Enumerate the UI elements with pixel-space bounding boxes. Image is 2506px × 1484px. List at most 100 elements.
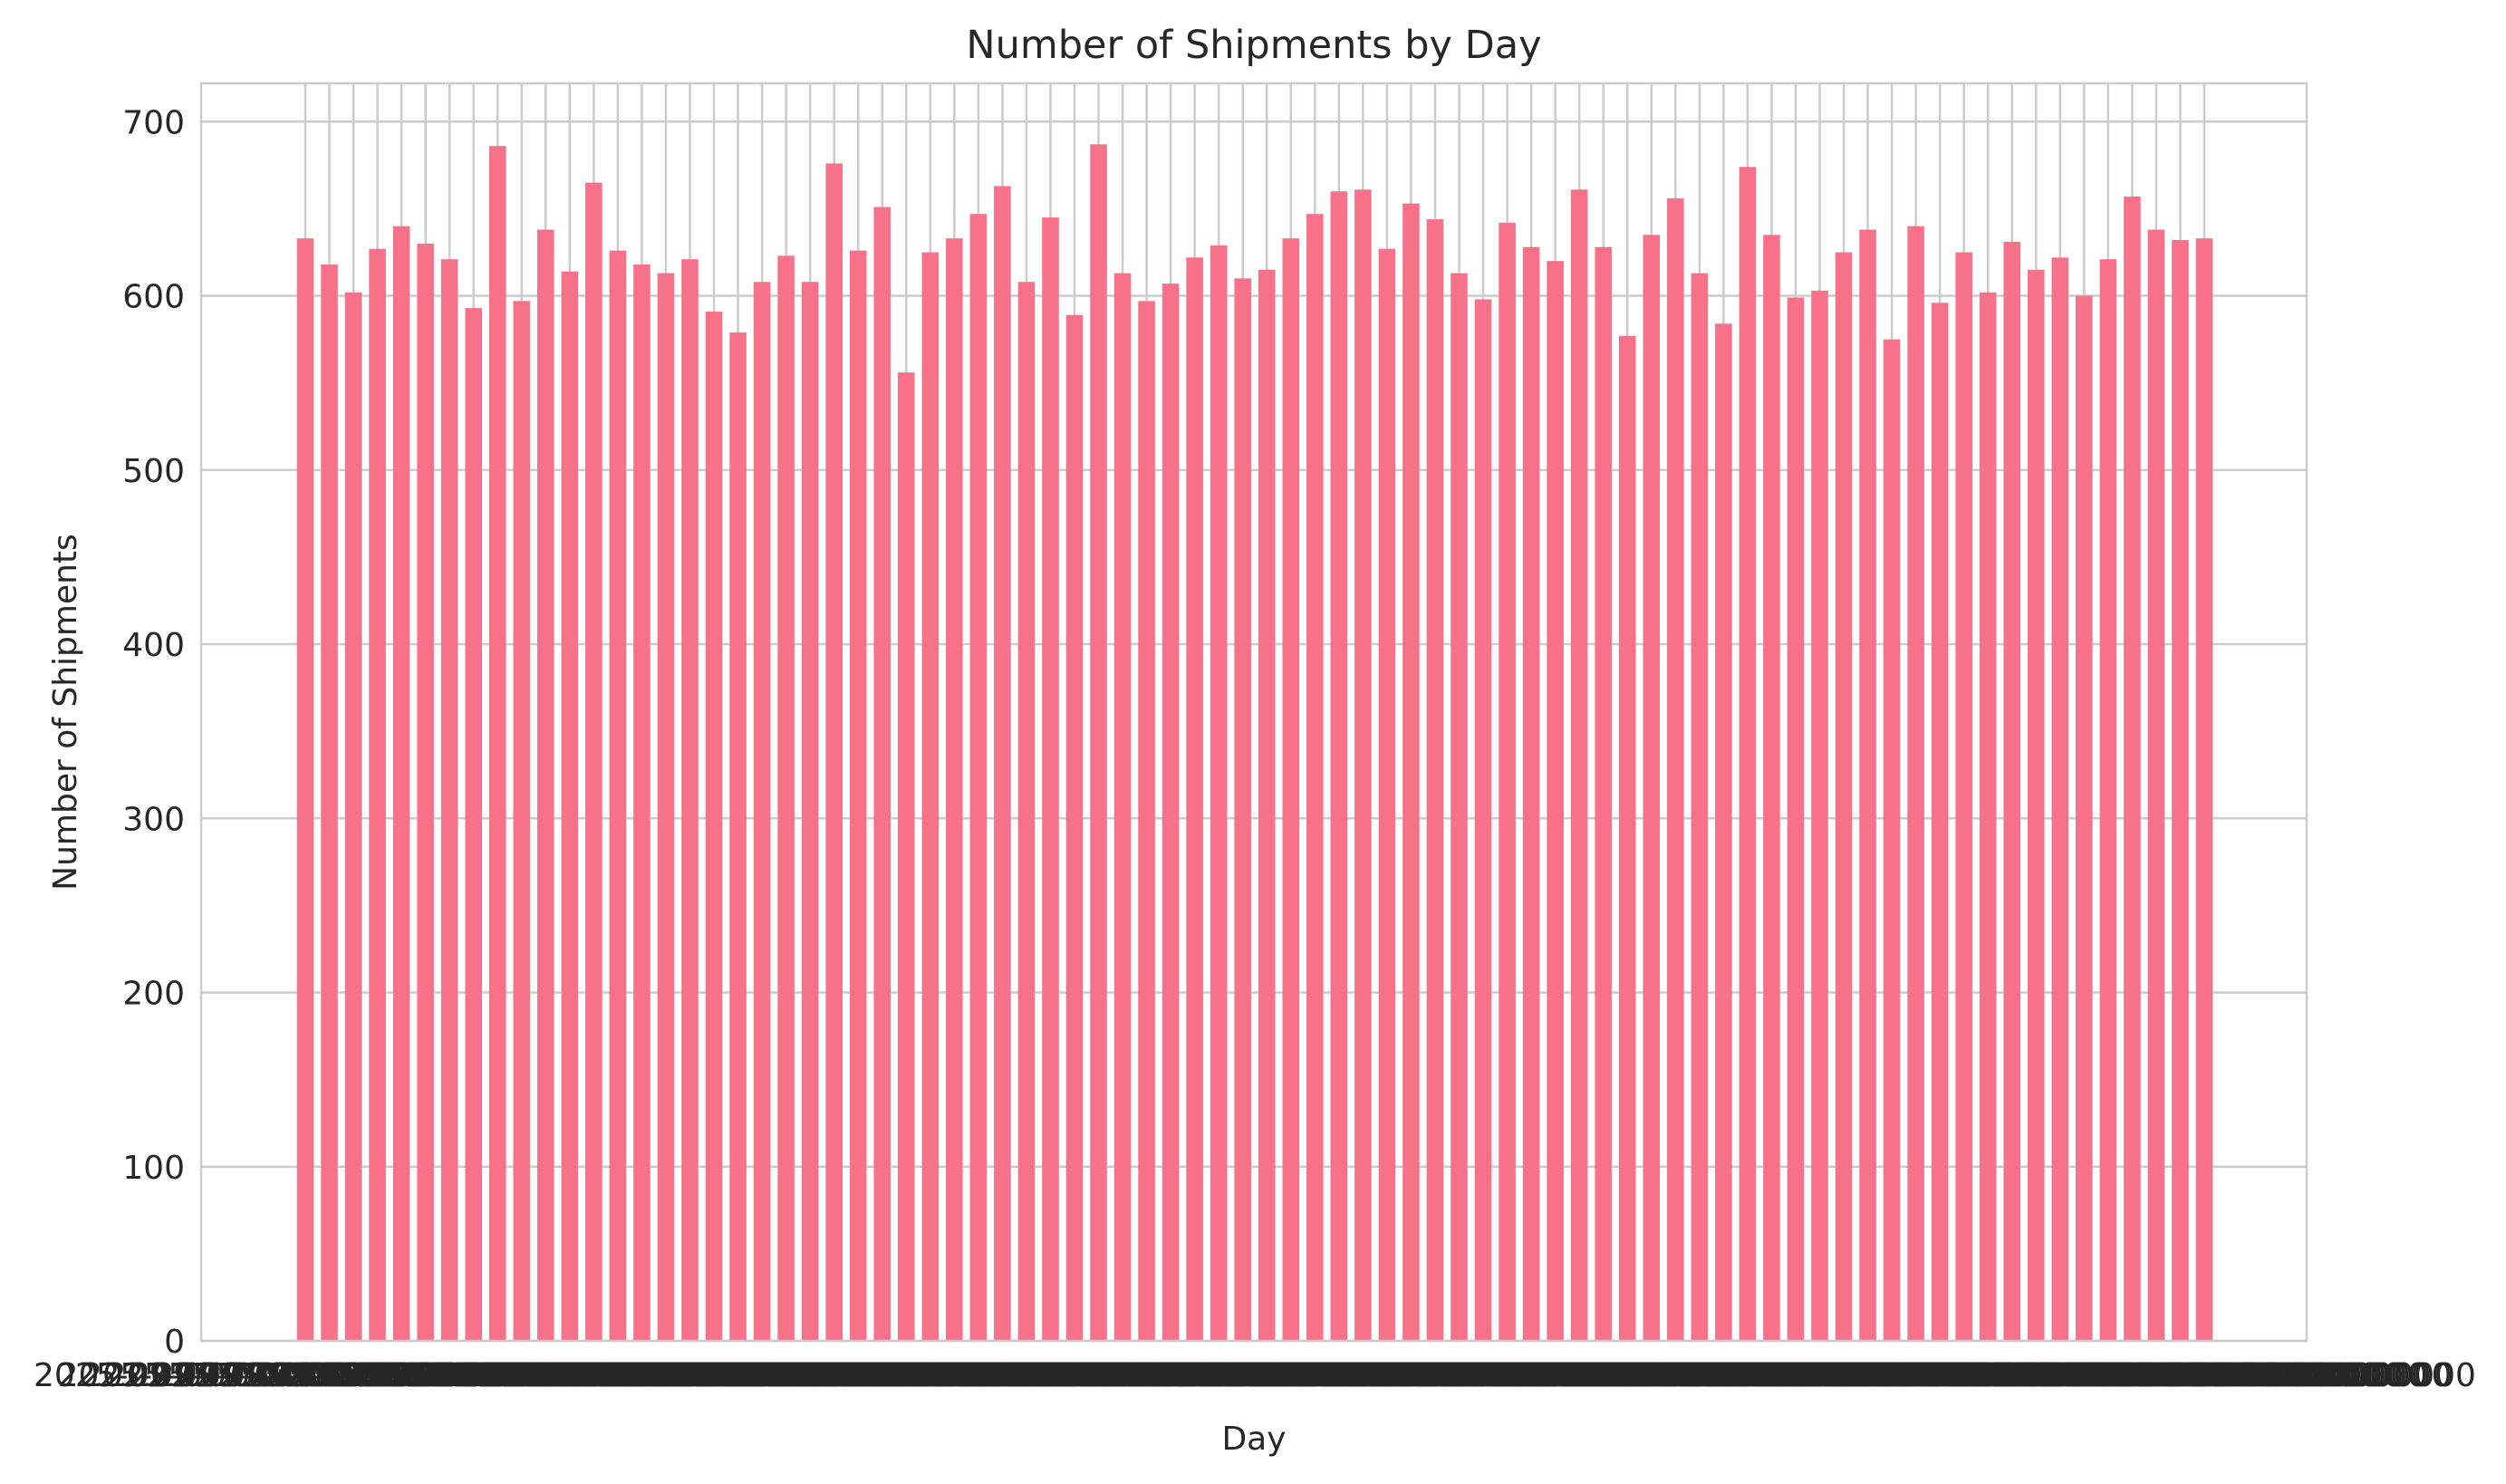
x-tick-label: 2025-11-09 00:00:00.000000000	[1692, 1357, 2236, 1394]
bar	[369, 248, 386, 1341]
y-tick-label: 700	[122, 104, 185, 141]
x-tick-label: 2025-09-29 00:00:00.000000000	[707, 1357, 1250, 1394]
bar	[1330, 191, 1348, 1341]
plot-frame	[199, 82, 2308, 1343]
x-tick-label: 2025-10-11 00:00:00.000000000	[995, 1357, 1538, 1394]
bar	[849, 250, 867, 1342]
bar	[2172, 240, 2189, 1341]
bar	[873, 207, 892, 1342]
bar	[1306, 214, 1324, 1341]
x-tick-label: 2025-09-26 00:00:00.000000000	[634, 1357, 1178, 1394]
bar	[1595, 246, 1612, 1342]
bar	[1042, 217, 1059, 1341]
bar	[1691, 273, 1709, 1342]
x-tick-label: 2025-10-15 00:00:00.000000000	[1091, 1357, 1634, 1394]
bar	[1859, 229, 1876, 1342]
bar	[2076, 295, 2093, 1342]
y-tick-label: 600	[122, 279, 185, 316]
x-tick-label: 2025-09-01 00:00:00.000000000	[34, 1357, 577, 1394]
x-tick-label: 2025-10-07 00:00:00.000000000	[899, 1357, 1442, 1394]
x-tick-label: 2025-10-21 00:00:00.000000000	[1236, 1357, 1779, 1394]
x-tick-label: 2025-09-13 00:00:00.000000000	[322, 1357, 865, 1394]
bar	[2147, 229, 2165, 1342]
x-tick-label: 2025-10-18 00:00:00.000000000	[1163, 1357, 1707, 1394]
bar	[1113, 273, 1132, 1342]
x-tick-label: 2025-11-11 00:00:00.000000000	[1740, 1357, 2284, 1394]
bar	[1907, 226, 1924, 1341]
bar	[1474, 299, 1492, 1341]
x-tick-label: 2025-10-23 00:00:00.000000000	[1284, 1357, 1827, 1394]
bar	[753, 282, 771, 1341]
bar	[2124, 196, 2141, 1341]
x-tick-label: 2025-10-12 00:00:00.000000000	[1019, 1357, 1563, 1394]
x-tick-label: 2025-09-12 00:00:00.000000000	[298, 1357, 842, 1394]
x-tick-label: 2025-09-04 00:00:00.000000000	[106, 1357, 650, 1394]
bar	[2195, 238, 2213, 1342]
bar	[1161, 284, 1180, 1341]
bar	[801, 282, 819, 1341]
x-tick-label: 2025-10-27 00:00:00.000000000	[1380, 1357, 1923, 1394]
bar	[392, 226, 410, 1341]
x-tick-label: 2025-10-09 00:00:00.000000000	[947, 1357, 1490, 1394]
y-axis-label: Number of Shipments	[47, 534, 84, 891]
bar	[1787, 297, 1805, 1341]
bar	[1258, 269, 1276, 1342]
y-tick-label: 100	[122, 1150, 185, 1187]
x-tick-label: 2025-09-21 00:00:00.000000000	[515, 1357, 1058, 1394]
x-tick-label: 2025-11-02 00:00:00.000000000	[1524, 1357, 2067, 1394]
x-axis-label: Day	[1221, 1421, 1286, 1458]
x-tick-label: 2025-10-28 00:00:00.000000000	[1403, 1357, 1947, 1394]
x-tick-label: 2025-09-10 00:00:00.000000000	[250, 1357, 794, 1394]
bar	[1883, 339, 1901, 1341]
bar	[296, 238, 314, 1342]
x-tick-label: 2025-10-05 00:00:00.000000000	[851, 1357, 1394, 1394]
bar	[1931, 303, 1949, 1341]
x-tick-label: 2025-11-16 00:00:00.000000000	[1860, 1357, 2404, 1394]
x-tick-label: 2025-09-02 00:00:00.000000000	[58, 1357, 602, 1394]
bar	[1138, 301, 1155, 1342]
bar	[657, 273, 675, 1342]
x-tick-label: 2025-10-20 00:00:00.000000000	[1211, 1357, 1755, 1394]
x-tick-label: 2025-10-24 00:00:00.000000000	[1307, 1357, 1851, 1394]
x-tick-label: 2025-10-29 00:00:00.000000000	[1428, 1357, 1971, 1394]
bar	[1451, 273, 1468, 1342]
x-tick-label: 2025-11-03 00:00:00.000000000	[1548, 1357, 2092, 1394]
x-tick-label: 2025-11-10 00:00:00.000000000	[1716, 1357, 2260, 1394]
bar	[994, 186, 1011, 1341]
bar	[1835, 252, 1853, 1341]
x-tick-label: 2025-11-05 00:00:00.000000000	[1596, 1357, 2140, 1394]
x-tick-label: 2025-11-08 00:00:00.000000000	[1668, 1357, 2212, 1394]
bar	[1402, 203, 1420, 1341]
y-axis-ticks: 0 100 200 300 400 500 600 700	[122, 104, 185, 1361]
x-tick-label: 2025-10-31 00:00:00.000000000	[1476, 1357, 2019, 1394]
bar	[1065, 314, 1084, 1341]
x-tick-label: 2025-09-22 00:00:00.000000000	[538, 1357, 1082, 1394]
x-tick-label: 2025-10-10 00:00:00.000000000	[971, 1357, 1515, 1394]
x-tick-label: 2025-10-03 00:00:00.000000000	[803, 1357, 1346, 1394]
bar	[1667, 198, 1684, 1342]
bar	[1979, 292, 1997, 1342]
bar	[344, 292, 362, 1342]
bar	[946, 238, 963, 1342]
bar	[465, 307, 483, 1342]
x-tick-label: 2025-09-07 00:00:00.000000000	[178, 1357, 721, 1394]
x-tick-label: 2025-09-25 00:00:00.000000000	[611, 1357, 1154, 1394]
y-tick-label: 200	[122, 976, 185, 1013]
x-tick-label: 2025-09-27 00:00:00.000000000	[659, 1357, 1202, 1394]
x-tick-label: 2025-09-17 00:00:00.000000000	[419, 1357, 962, 1394]
bar	[321, 264, 338, 1341]
bar	[417, 243, 434, 1341]
bar	[561, 271, 579, 1341]
bar	[1378, 248, 1396, 1341]
bar	[609, 250, 627, 1342]
x-tick-label: 2025-10-02 00:00:00.000000000	[779, 1357, 1323, 1394]
bar	[633, 264, 651, 1341]
x-tick-label: 2025-10-22 00:00:00.000000000	[1259, 1357, 1803, 1394]
x-tick-label: 2025-10-26 00:00:00.000000000	[1355, 1357, 1899, 1394]
x-tick-label: 2025-11-01 00:00:00.000000000	[1499, 1357, 2043, 1394]
bar	[705, 311, 723, 1341]
bar	[969, 214, 988, 1341]
y-tick-label: 400	[122, 627, 185, 664]
x-tick-label: 2025-10-01 00:00:00.000000000	[755, 1357, 1298, 1394]
